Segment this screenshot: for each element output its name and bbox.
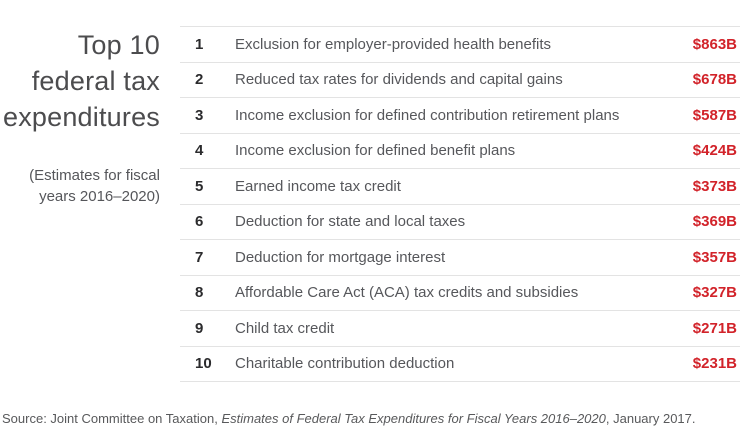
row-value: $369B (692, 213, 737, 231)
page-title: Top 10 federal tax expenditures (0, 27, 160, 135)
row-rank: 9 (195, 319, 204, 337)
row-value: $357B (692, 248, 737, 266)
table-row: 3 Income exclusion for defined contribut… (180, 98, 740, 134)
table-row: 1 Exclusion for employer-provided health… (180, 27, 740, 63)
row-label: Child tax credit (235, 319, 335, 337)
page-title-line-2: federal tax (31, 66, 160, 96)
row-rank: 7 (195, 248, 204, 266)
source-suffix: , January 2017. (605, 411, 696, 426)
row-rank: 8 (195, 284, 204, 302)
table-row: 8 Affordable Care Act (ACA) tax credits … (180, 276, 740, 311)
source-note: Source: Joint Committee on Taxation, Est… (2, 410, 748, 428)
row-rank: 6 (195, 213, 204, 231)
page-title-line-3: expenditures (2, 102, 160, 132)
source-prefix: Source: Joint Committee on Taxation, (2, 411, 222, 426)
header: Top 10 federal tax expenditures (Estimat… (0, 27, 160, 207)
row-rank: 4 (195, 142, 204, 160)
table-row: 10 Charitable contribution deduction $23… (180, 347, 740, 382)
row-label: Income exclusion for defined contributio… (235, 106, 620, 124)
row-value: $373B (692, 177, 737, 195)
table-row: 7 Deduction for mortgage interest $357B (180, 240, 740, 276)
row-value: $678B (692, 71, 737, 89)
row-label: Income exclusion for defined benefit pla… (235, 142, 516, 160)
row-label: Exclusion for employer-provided health b… (235, 35, 552, 53)
row-value: $327B (692, 284, 737, 302)
row-value: $231B (692, 355, 737, 373)
table-row: 6 Deduction for state and local taxes $3… (180, 205, 740, 240)
table-row: 5 Earned income tax credit $373B (180, 169, 740, 205)
table-row: 2 Reduced tax rates for dividends and ca… (180, 63, 740, 98)
source-report-title: Estimates of Federal Tax Expenditures fo… (221, 411, 606, 426)
row-rank: 5 (195, 177, 204, 195)
row-rank: 10 (195, 355, 212, 373)
row-label: Deduction for state and local taxes (235, 213, 466, 231)
expenditures-table: 1 Exclusion for employer-provided health… (180, 26, 740, 382)
table-row: 4 Income exclusion for defined benefit p… (180, 134, 740, 169)
page-subtitle: (Estimates for fiscal years 2016–2020) (29, 167, 160, 205)
row-value: $863B (692, 35, 737, 53)
table-row: 9 Child tax credit $271B (180, 311, 740, 347)
row-rank: 2 (195, 71, 204, 89)
row-label: Affordable Care Act (ACA) tax credits an… (235, 284, 579, 302)
row-label: Charitable contribution deduction (235, 355, 455, 373)
row-value: $587B (692, 106, 737, 124)
row-value: $424B (692, 142, 737, 160)
row-rank: 3 (195, 106, 204, 124)
row-label: Deduction for mortgage interest (235, 248, 446, 266)
row-value: $271B (692, 319, 737, 337)
row-rank: 1 (195, 35, 204, 53)
row-label: Reduced tax rates for dividends and capi… (235, 71, 563, 89)
row-label: Earned income tax credit (235, 177, 401, 195)
page-title-line-1: Top 10 (77, 30, 160, 60)
